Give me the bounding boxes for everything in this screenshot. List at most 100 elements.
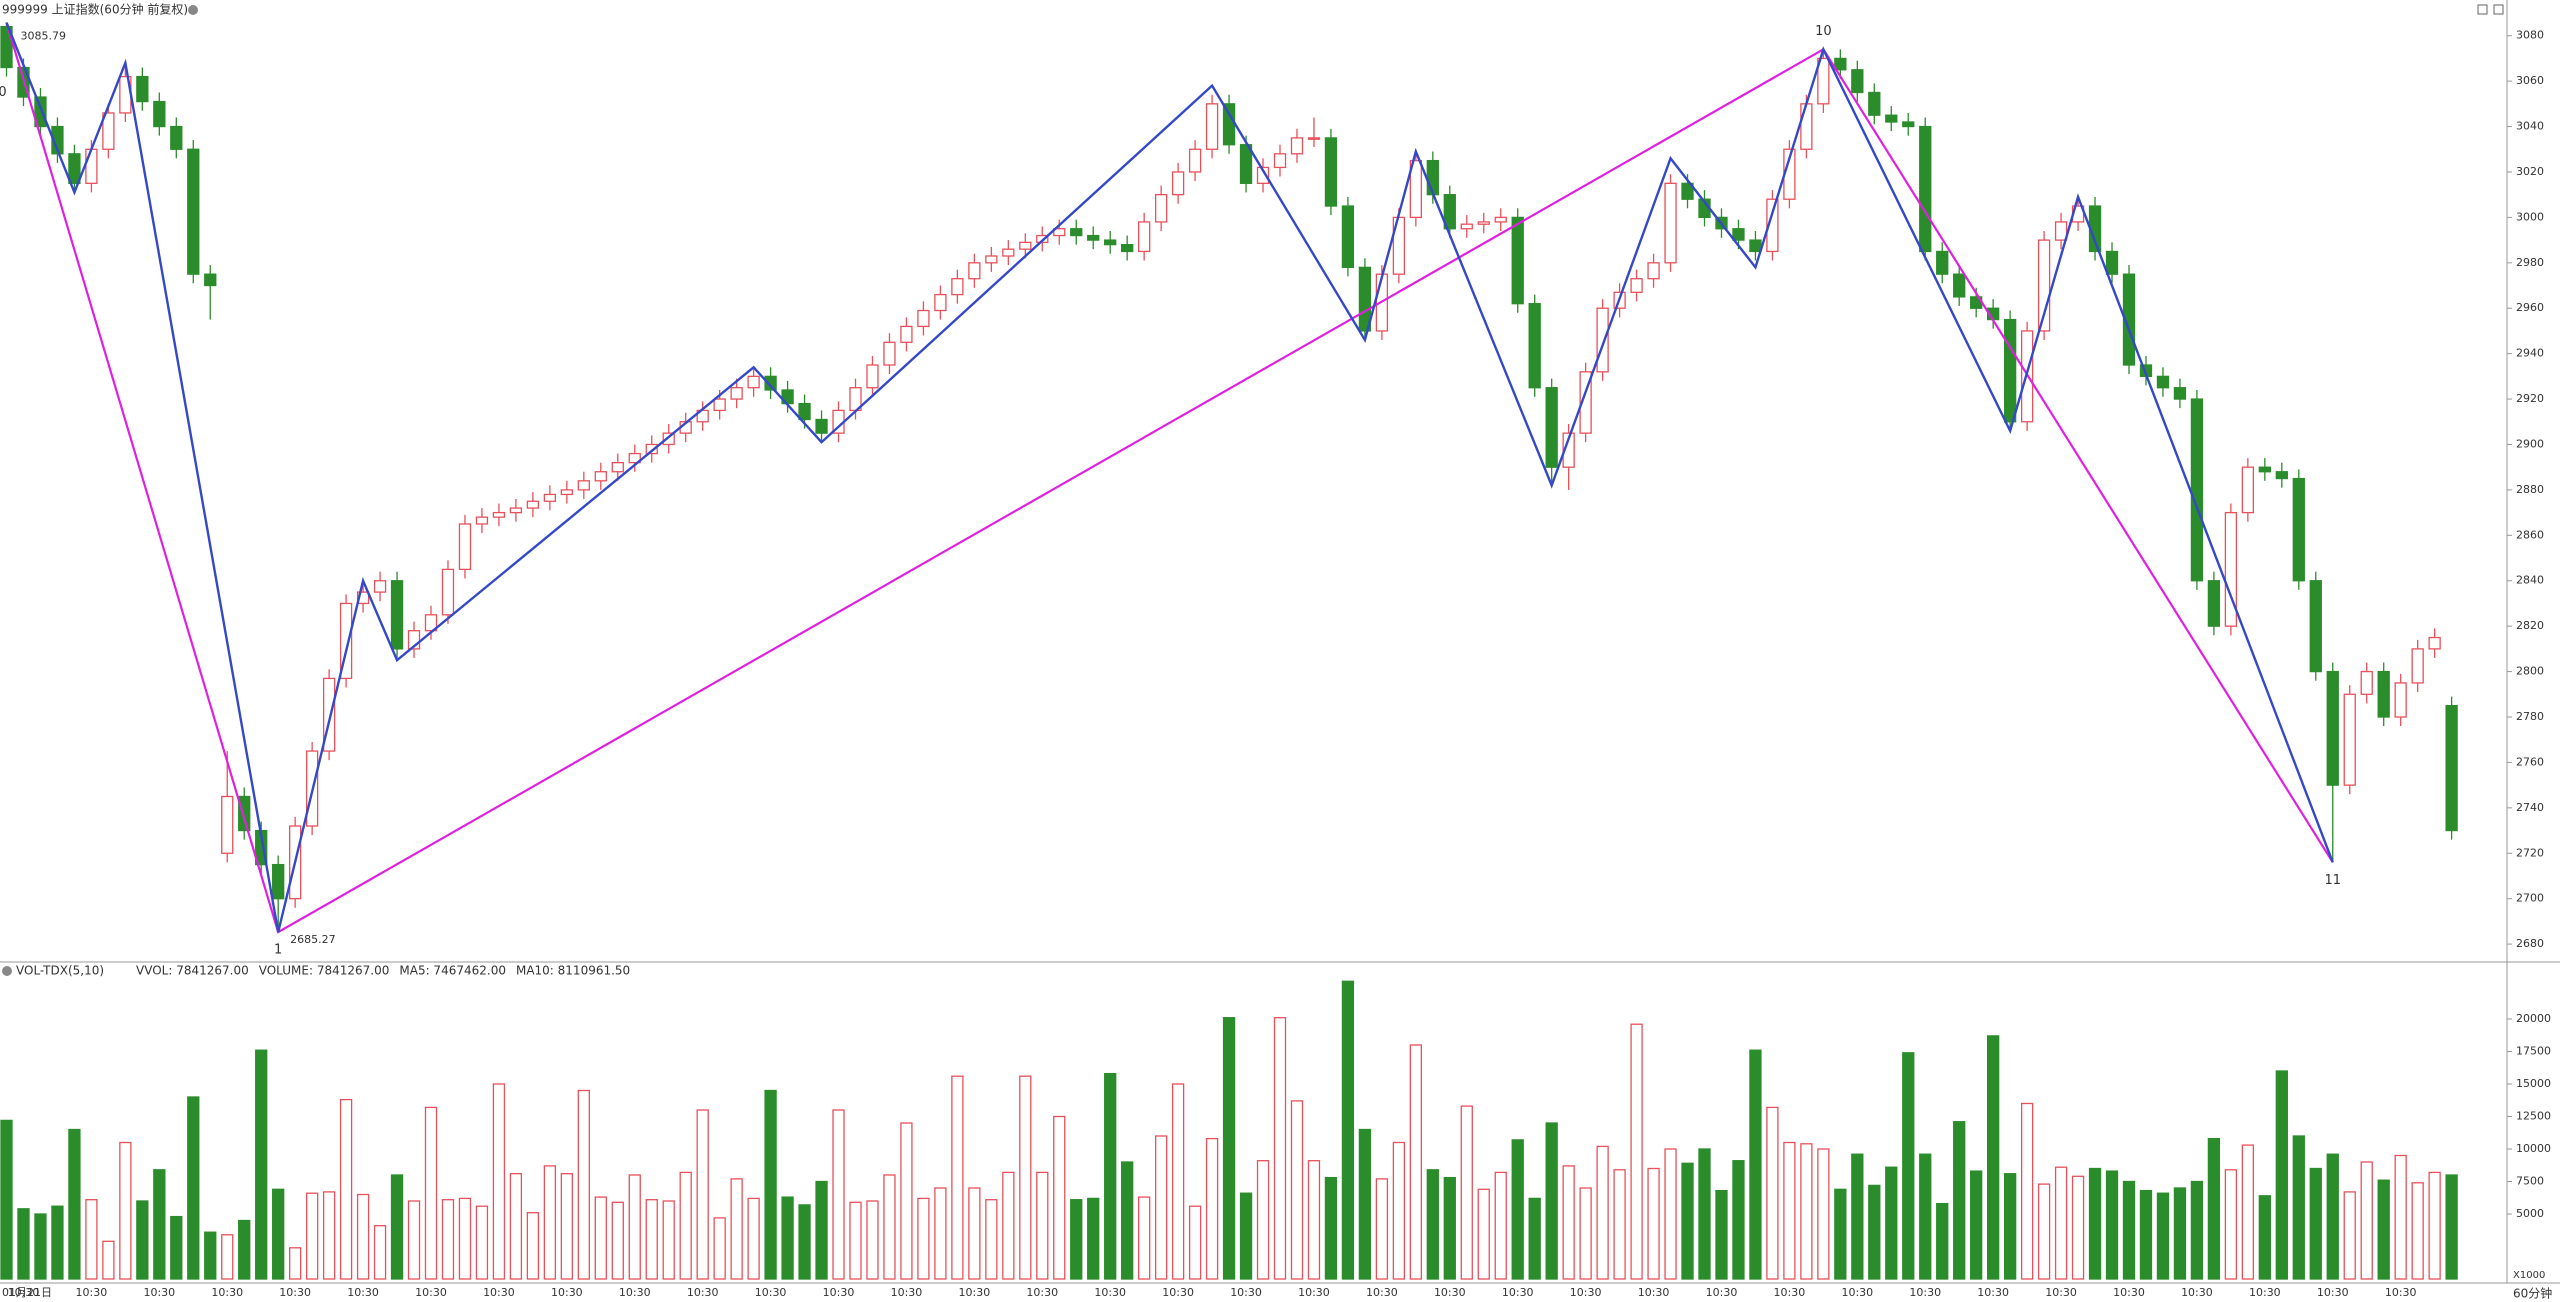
candle-body: [1205, 103, 1219, 150]
candle-body: [458, 523, 472, 571]
volume-bar: [968, 1187, 981, 1280]
candle-body: [102, 112, 115, 150]
candle-body: [1273, 153, 1287, 169]
volume-bar: [2003, 1173, 2017, 1280]
candle-body: [1477, 221, 1490, 225]
volume-bar: [1885, 1166, 1898, 1280]
candle-body: [1324, 137, 1338, 207]
volume-bar: [2275, 1070, 2288, 1280]
volume-bar: [934, 1187, 947, 1280]
volume-bar: [900, 1122, 913, 1280]
volume-bar: [170, 1215, 183, 1280]
candle-body: [730, 387, 743, 400]
candle-body: [1749, 239, 1762, 253]
candle-body: [2275, 471, 2288, 480]
candle-body: [951, 278, 964, 296]
volume-bar: [1375, 1178, 1389, 1280]
candle-body: [2309, 580, 2322, 673]
volume-bar: [577, 1089, 590, 1280]
volume-bar: [305, 1192, 319, 1280]
volume-stat: MA5: 7467462.00: [399, 964, 506, 978]
x-tick-label: 10:30: [2317, 1286, 2349, 1299]
volume-bar: [543, 1165, 557, 1280]
candle-body: [1256, 166, 1270, 184]
candle-body: [2037, 239, 2051, 332]
volume-bar: [2258, 1195, 2271, 1280]
volume-bar: [611, 1201, 624, 1280]
volume-bar: [1579, 1187, 1592, 1280]
volume-bar: [2377, 1179, 2390, 1280]
volume-bar: [1698, 1148, 1711, 1280]
volume-bar: [1664, 1148, 1677, 1280]
y-tick-label: 2980: [2516, 256, 2544, 269]
candle-body: [1036, 234, 1049, 244]
window-icon[interactable]: [2477, 4, 2488, 15]
x-tick-label: 10:30: [1434, 1286, 1466, 1299]
candle-body: [1019, 241, 1032, 250]
volume-bar: [1919, 1153, 1932, 1280]
volume-bar: [1121, 1161, 1134, 1280]
x-tick-label: 10:30: [687, 1286, 719, 1299]
volume-bar: [1409, 1044, 1422, 1280]
candle-body: [526, 500, 540, 509]
volume-bar: [390, 1174, 404, 1280]
volume-bar: [356, 1193, 370, 1280]
menu-icon[interactable]: [188, 5, 198, 15]
candle-body: [441, 568, 455, 616]
x-tick-label: 10:30: [619, 1286, 651, 1299]
volume-bar: [289, 1247, 302, 1280]
x-tick-label: 10:30: [483, 1286, 515, 1299]
candle-body: [1800, 103, 1813, 150]
volume-bar: [238, 1219, 251, 1280]
volume-bar: [1749, 1049, 1762, 1280]
x-tick-label: 10:30: [1298, 1286, 1330, 1299]
x-tick-label: 10:30: [415, 1286, 447, 1299]
volume-bar: [2224, 1169, 2238, 1280]
candle-body: [1070, 228, 1083, 237]
volume-bar: [2122, 1180, 2136, 1280]
candle-body: [1851, 69, 1864, 94]
volume-bar: [560, 1173, 573, 1280]
volume-bar: [1290, 1100, 1304, 1280]
volume-bar: [153, 1169, 166, 1280]
volume-bar: [2326, 1153, 2339, 1280]
candle-body: [221, 795, 234, 854]
volume-bar: [1087, 1197, 1100, 1280]
volume-bar: [1817, 1148, 1830, 1280]
volume-bar: [1002, 1171, 1015, 1280]
volume-bar: [1188, 1205, 1202, 1280]
volume-bar: [221, 1234, 234, 1280]
volume-bar: [509, 1173, 523, 1280]
close-icon[interactable]: [2493, 4, 2504, 15]
pivot-label: 10: [1815, 24, 1832, 39]
candle-body: [407, 630, 421, 650]
candle-body: [1647, 262, 1660, 280]
candle-body: [356, 591, 370, 605]
candle-body: [2411, 648, 2424, 684]
x-tick-label: 10:30: [1706, 1286, 1738, 1299]
y-tick-label: 2900: [2516, 437, 2544, 450]
volume-bar: [2054, 1166, 2068, 1280]
y-tick-label: 3000: [2516, 210, 2544, 223]
volume-bar: [255, 1049, 268, 1280]
volume-bar: [1987, 1035, 2000, 1280]
volume-bar: [1715, 1189, 1728, 1280]
volume-bar: [1443, 1176, 1456, 1280]
y-tick-label: 2760: [2516, 755, 2544, 768]
y-tick-label: 2860: [2516, 528, 2544, 541]
volume-bar: [594, 1196, 607, 1280]
x-tick-label: 10:30: [823, 1286, 855, 1299]
candle-body: [2326, 670, 2339, 786]
y-tick-label: 2960: [2516, 301, 2544, 314]
x-tick-label: 10:30: [2113, 1286, 2145, 1299]
menu-icon[interactable]: [2, 966, 12, 976]
candle-body: [594, 471, 607, 482]
volume-bar: [2088, 1167, 2102, 1280]
candle-body: [2258, 466, 2271, 473]
volume-tick-label: 17500: [2516, 1045, 2551, 1058]
candle-body: [1885, 114, 1898, 123]
volume-bar: [1171, 1083, 1185, 1280]
volume-bar: [373, 1225, 387, 1280]
x-tick-label: 10:30: [1977, 1286, 2009, 1299]
